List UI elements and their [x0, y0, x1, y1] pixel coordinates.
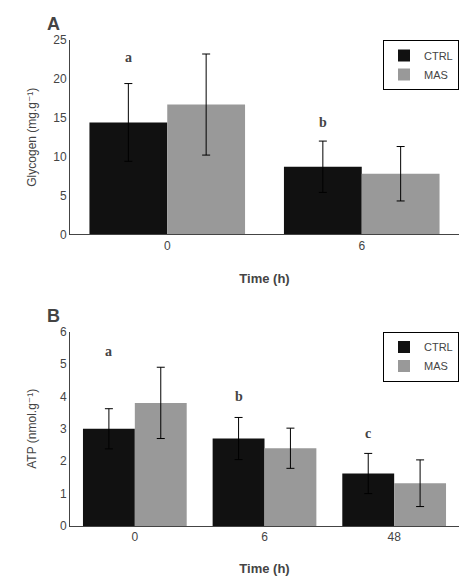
svg-text:0: 0	[60, 519, 67, 533]
svg-text:MAS: MAS	[424, 360, 448, 372]
svg-text:0: 0	[131, 530, 138, 544]
svg-text:2: 2	[60, 454, 67, 468]
svg-text:20: 20	[53, 72, 67, 86]
svg-text:3: 3	[60, 422, 67, 436]
svg-text:MAS: MAS	[424, 69, 448, 81]
svg-text:25: 25	[53, 33, 67, 47]
svg-text:a: a	[105, 344, 112, 359]
svg-text:CTRL: CTRL	[424, 341, 453, 353]
svg-text:Time (h): Time (h)	[239, 561, 289, 576]
svg-text:c: c	[365, 426, 371, 441]
svg-text:6: 6	[358, 239, 365, 253]
svg-text:Time (h): Time (h)	[239, 271, 289, 286]
svg-text:6: 6	[261, 530, 268, 544]
svg-text:a: a	[125, 50, 132, 65]
svg-text:0: 0	[164, 239, 171, 253]
svg-text:CTRL: CTRL	[424, 50, 453, 62]
svg-text:15: 15	[53, 111, 67, 125]
svg-text:5: 5	[60, 357, 67, 371]
svg-text:4: 4	[60, 390, 67, 404]
svg-text:B: B	[47, 306, 60, 326]
svg-text:5: 5	[60, 189, 67, 203]
svg-text:0: 0	[60, 228, 67, 242]
svg-text:6: 6	[60, 325, 67, 339]
svg-text:A: A	[47, 14, 60, 34]
svg-text:1: 1	[60, 487, 67, 501]
svg-text:b: b	[235, 389, 243, 404]
svg-text:10: 10	[53, 150, 67, 164]
svg-text:48: 48	[387, 530, 401, 544]
svg-text:b: b	[319, 115, 327, 130]
svg-text:ATP (nmol.g⁻¹): ATP (nmol.g⁻¹)	[25, 389, 39, 469]
svg-text:Glycogen (mg.g⁻¹): Glycogen (mg.g⁻¹)	[25, 88, 39, 187]
